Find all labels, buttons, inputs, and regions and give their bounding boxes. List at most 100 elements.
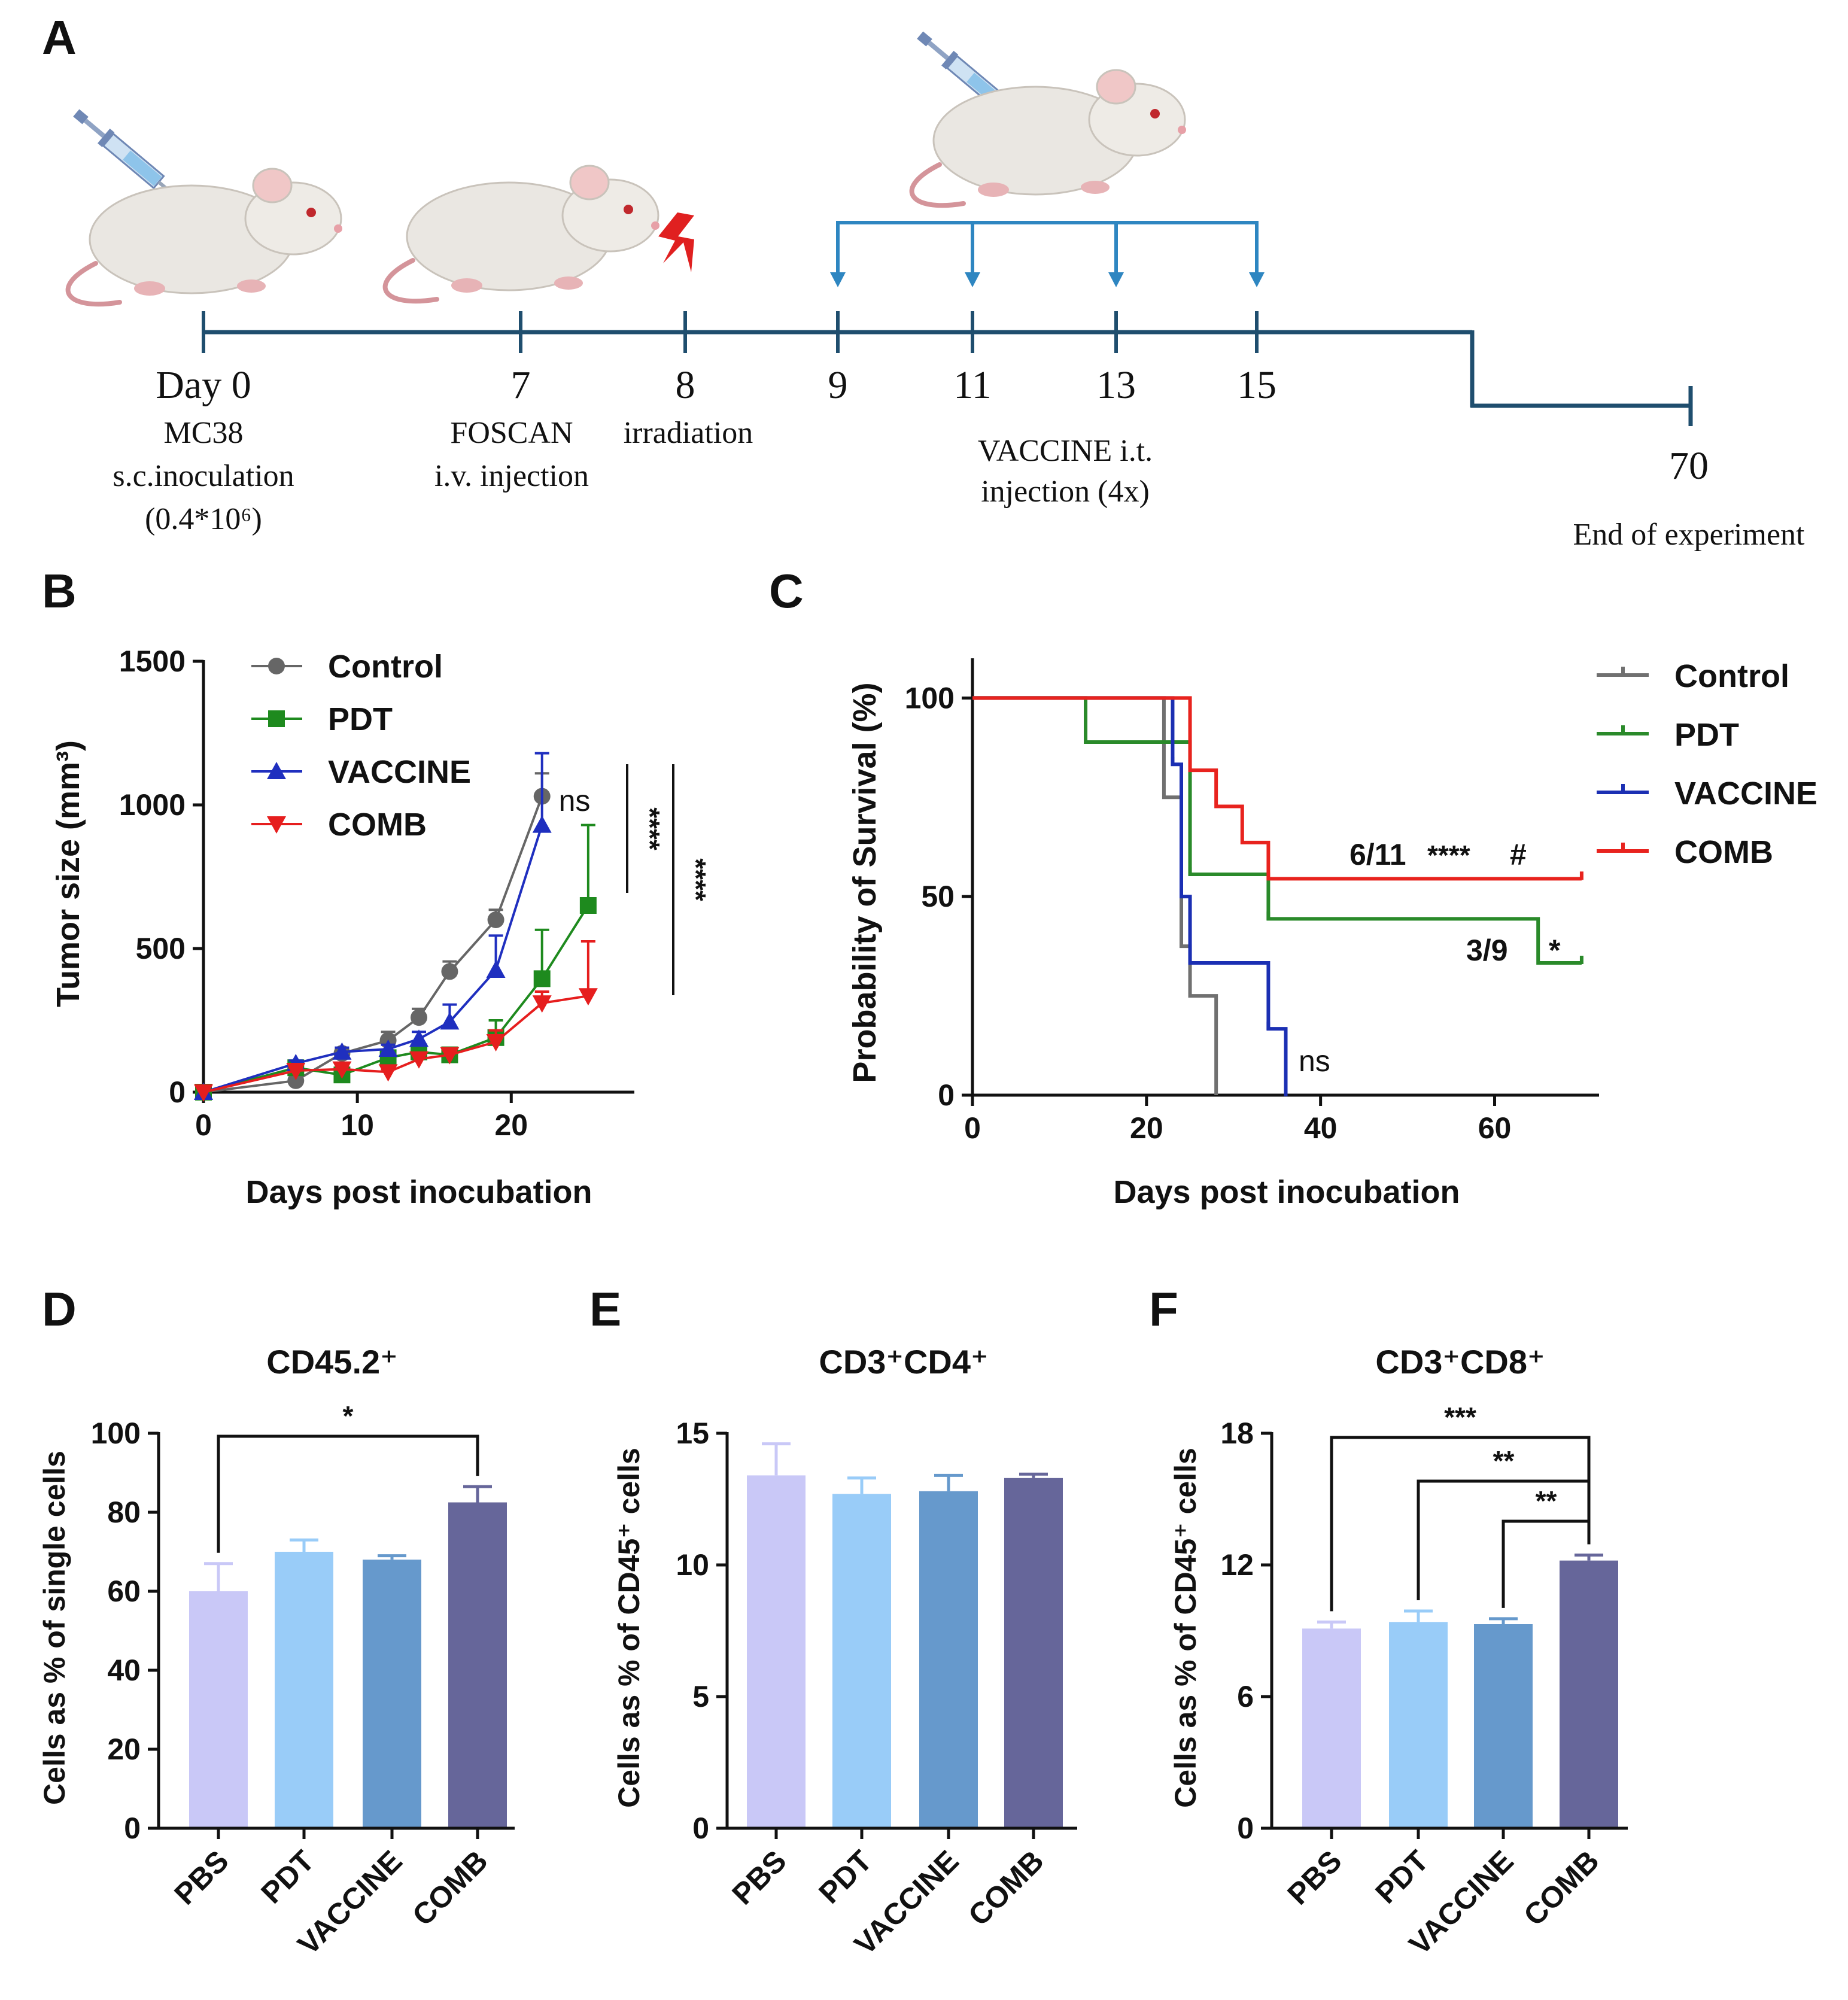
bar-pbs <box>1302 1628 1361 1828</box>
bracket-label: ** <box>1536 1485 1557 1516</box>
series-vaccine <box>972 696 1288 1096</box>
bar-vaccine <box>1474 1624 1533 1828</box>
vaccine-arrowhead <box>965 272 980 287</box>
category-label: PDT <box>812 1844 878 1910</box>
bar-pdt <box>1389 1622 1448 1828</box>
mouse-foot <box>554 276 583 290</box>
timeline-event-label: i.v. injection <box>434 459 589 493</box>
y-tick-label: 60 <box>107 1575 141 1608</box>
x-tick-label: 20 <box>494 1108 528 1142</box>
data-point <box>440 1047 460 1065</box>
timeline-day-label: 15 <box>1237 363 1276 407</box>
category-label: COMB <box>962 1844 1050 1932</box>
bar-comb <box>1560 1560 1618 1828</box>
significance-label: **** <box>680 858 712 901</box>
mouse-tail <box>909 162 966 208</box>
mouse-tail <box>65 261 122 307</box>
panel-a-timeline: Day 0 MC38 s.c.inoculation (0.4*10⁶) 7 FOSCAN… <box>65 31 1806 552</box>
data-point <box>287 1072 305 1089</box>
mouse-foot <box>1081 181 1110 194</box>
series-comb <box>194 940 598 1102</box>
category-label: PBS <box>168 1844 235 1911</box>
mouse-icon <box>909 69 1186 208</box>
data-point <box>579 897 597 914</box>
panel-letter-C: C <box>769 564 804 618</box>
y-tick-label: 18 <box>1220 1417 1254 1450</box>
category-label: COMB <box>406 1844 494 1932</box>
y-tick-label: 1500 <box>119 645 186 678</box>
bar-vaccine <box>919 1491 978 1828</box>
legend: Control PDT VACCINE COMB <box>251 649 471 843</box>
panel-letter-E: E <box>589 1282 621 1336</box>
x-axis-label: Days post inocubation <box>1113 1174 1460 1210</box>
category-label: PBS <box>725 1844 792 1911</box>
x-tick-label: 60 <box>1478 1111 1512 1145</box>
bar-pbs <box>189 1591 248 1828</box>
data-point <box>409 1029 428 1047</box>
mouse-ear <box>252 168 293 203</box>
survival-step-line <box>972 696 1582 881</box>
timeline-event-label: irradiation <box>624 416 753 450</box>
panel-letter-A: A <box>42 11 77 64</box>
lightning-icon <box>658 212 694 272</box>
vaccine-label: injection (4x) <box>981 475 1150 509</box>
vaccine-arrowhead <box>1249 272 1265 287</box>
bracket-label: ** <box>1493 1445 1515 1476</box>
significance-bracket: ** <box>1502 1485 1591 1608</box>
y-tick-label: 0 <box>124 1811 141 1845</box>
annotation-ns: ns <box>559 784 591 817</box>
mouse-nose <box>334 224 342 233</box>
timeline-day-label: 9 <box>828 363 848 407</box>
data-point <box>487 911 504 928</box>
y-axis-label: Cells as % of single cells <box>38 1451 71 1805</box>
data-point <box>409 1051 428 1069</box>
data-point <box>411 1009 427 1026</box>
panel-d-chart: CD45.2⁺PBS PDTVACCINECOMB020406080100Cell… <box>38 1343 515 1961</box>
bar-pdt <box>275 1552 333 1828</box>
y-tick-label: 6 <box>1237 1680 1254 1713</box>
category-label: COMB <box>1517 1844 1606 1932</box>
y-tick-label: 500 <box>136 932 186 965</box>
category-label: PBS <box>1281 1844 1348 1911</box>
annotation-comb-hash: # <box>1510 838 1527 871</box>
timeline-day-label: 11 <box>953 363 992 407</box>
y-tick-label: 10 <box>676 1548 709 1582</box>
syringe-flange <box>98 128 115 147</box>
annotation-vaccine-ns: ns <box>1299 1044 1330 1078</box>
y-tick-label: 100 <box>91 1417 141 1450</box>
y-tick-label: 0 <box>1237 1811 1254 1845</box>
y-axis-label: Probability of Survival (%) <box>847 682 883 1083</box>
chart-title: CD3⁺CD8⁺ <box>1375 1343 1545 1381</box>
y-tick-label: 20 <box>107 1732 141 1766</box>
data-point <box>532 995 552 1013</box>
panel-c-chart: 0 20 40 60 0 50 100 Days post inocubation Probab… <box>847 658 1817 1210</box>
panel-b-chart: 0 10 20 0 500 1000 1500 Days post inocubation Tu… <box>50 645 712 1210</box>
y-axis-label: Cells as % of CD45⁺ cells <box>1169 1448 1202 1808</box>
legend-marker <box>267 816 286 834</box>
legend-label: Control <box>328 649 443 685</box>
significance-label: **** <box>634 807 665 850</box>
panel-letter-F: F <box>1149 1282 1178 1336</box>
y-tick-label: 0 <box>938 1078 955 1112</box>
series-line <box>203 824 543 1093</box>
syringe-liquid <box>123 150 162 186</box>
legend-label: Control <box>1674 658 1789 694</box>
mouse-ear <box>1096 69 1136 105</box>
legend-marker <box>268 658 285 674</box>
panel-letter-D: D <box>42 1282 77 1336</box>
data-point <box>378 1039 398 1057</box>
syringe-flange <box>941 50 959 69</box>
y-tick-label: 0 <box>169 1075 186 1109</box>
legend-marker <box>267 762 286 779</box>
vaccine-label: VACCINE i.t. <box>978 434 1153 468</box>
end-label: End of experiment <box>1573 518 1806 552</box>
x-tick-label: 0 <box>195 1108 212 1142</box>
bracket-line <box>217 1434 479 1553</box>
x-tick-label: 10 <box>341 1108 374 1142</box>
y-tick-label: 1000 <box>119 788 186 822</box>
timeline-event-label: (0.4*10⁶) <box>145 502 262 536</box>
mouse-eye <box>624 205 633 214</box>
annotation-pdt-ratio: 3/9 <box>1466 934 1508 967</box>
chart-title: CD45.2⁺ <box>266 1343 397 1381</box>
